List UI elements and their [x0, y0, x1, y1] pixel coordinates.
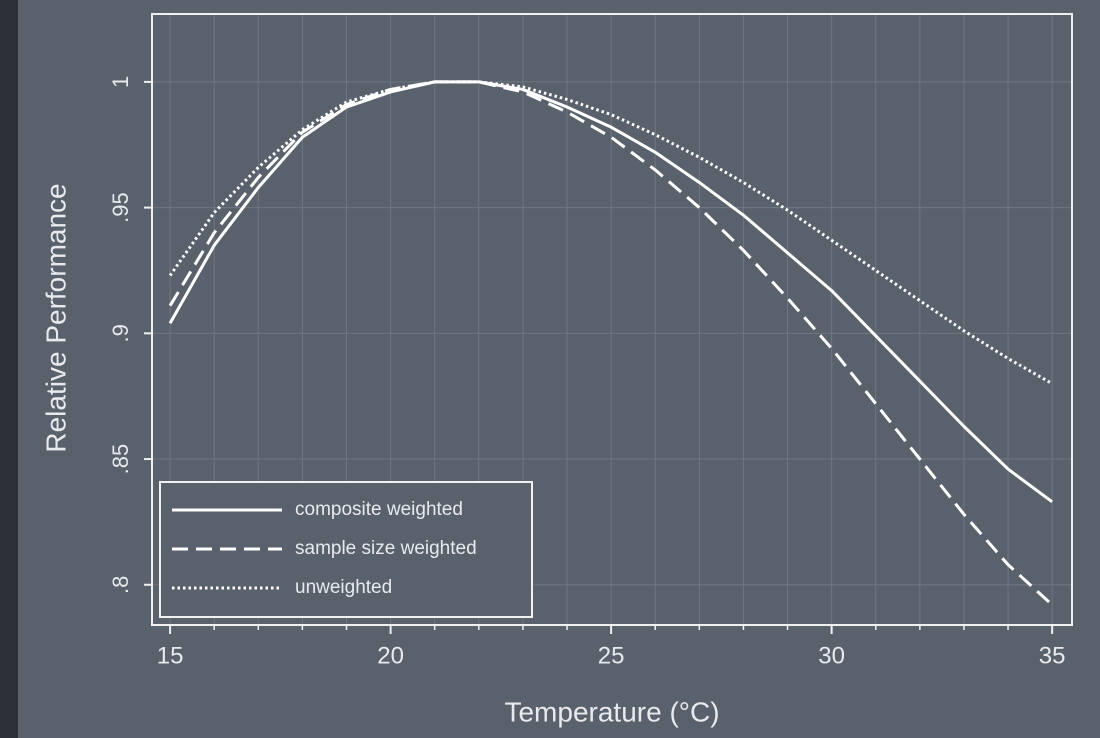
x-tick-label: 30: [818, 642, 845, 669]
x-axis-label: Temperature (°C): [504, 696, 719, 727]
series-line: [168, 80, 1054, 606]
legend-label: unweighted: [295, 577, 392, 598]
series-line: [168, 80, 1053, 385]
y-axis-label: Relative Performance: [40, 183, 71, 452]
panel: [18, 0, 1100, 738]
x-tick-label: 15: [157, 642, 184, 669]
legend-label: composite weighted: [295, 499, 463, 520]
y-tick-label: .9: [108, 324, 133, 342]
y-tick-label: 1: [108, 76, 133, 88]
y-tick-label: .95: [108, 192, 133, 223]
legend-label: sample size weighted: [295, 538, 477, 559]
x-tick-label: 20: [377, 642, 404, 669]
y-tick-label: .8: [108, 576, 133, 594]
x-tick-label: 25: [598, 642, 625, 669]
series-line: [168, 80, 1054, 503]
y-tick-label: .85: [108, 444, 133, 475]
x-tick-label: 35: [1039, 642, 1066, 669]
